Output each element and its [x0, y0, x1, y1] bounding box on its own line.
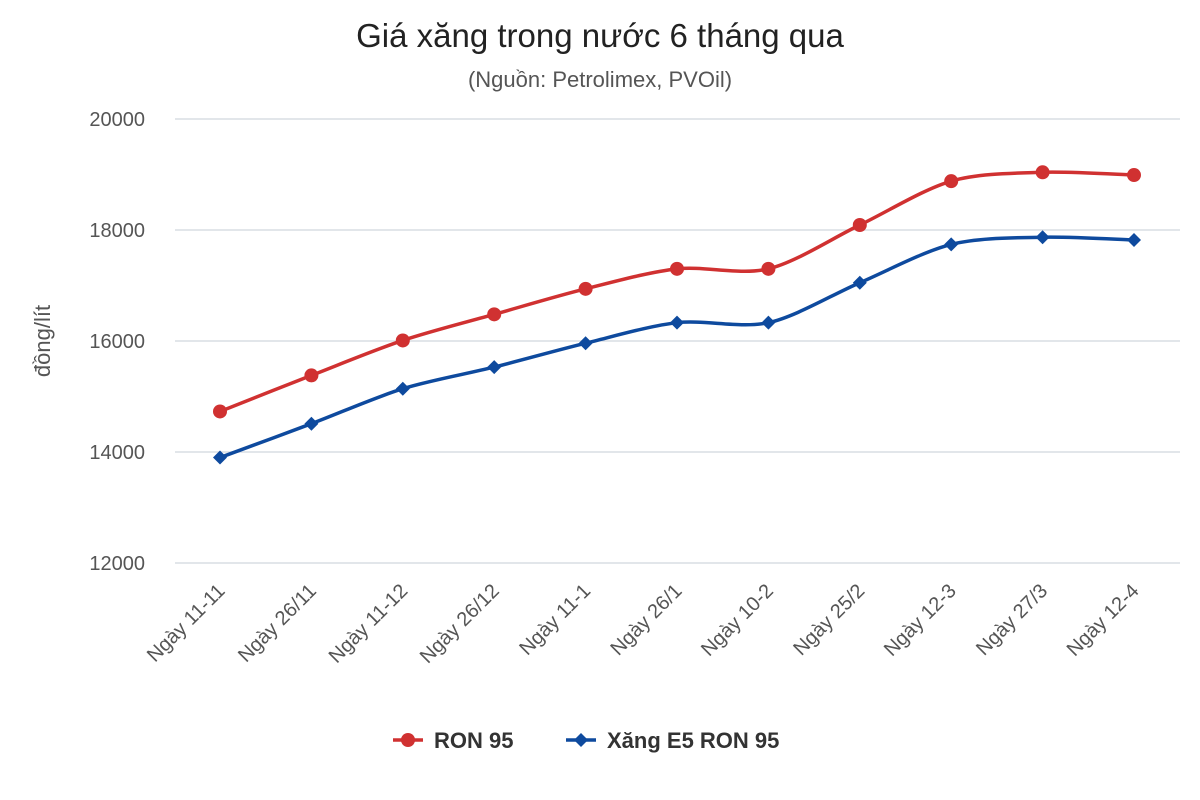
- data-point[interactable]: [213, 404, 227, 419]
- data-point[interactable]: [852, 218, 867, 233]
- data-point[interactable]: [304, 368, 319, 383]
- legend-item[interactable]: RON 95: [393, 728, 513, 753]
- y-axis-label: đồng/lít: [30, 305, 55, 377]
- data-point[interactable]: [852, 275, 867, 290]
- x-tick-label: Ngày 12-3: [880, 580, 961, 661]
- data-point[interactable]: [761, 261, 776, 276]
- gridlines: [175, 118, 1180, 564]
- x-tick-label: Ngày 25/2: [789, 580, 869, 660]
- y-tick-label: 18000: [89, 220, 145, 242]
- chart-title: Giá xăng trong nước 6 tháng qua: [356, 17, 844, 54]
- legend-item[interactable]: Xăng E5 RON 95: [566, 728, 779, 753]
- x-tick-label: Ngày 26/1: [607, 580, 687, 660]
- data-point[interactable]: [670, 315, 684, 330]
- y-tick-label: 20000: [89, 109, 145, 131]
- data-point[interactable]: [1035, 165, 1050, 180]
- legend[interactable]: RON 95 Xăng E5 RON 95: [393, 728, 779, 753]
- data-point[interactable]: [487, 360, 502, 375]
- y-axis-ticks: 12000 14000 16000 18000 20000: [89, 109, 145, 575]
- data-point[interactable]: [761, 315, 776, 330]
- legend-marker[interactable]: [401, 733, 415, 747]
- data-point[interactable]: [395, 333, 410, 348]
- data-point[interactable]: [395, 381, 410, 396]
- series-line: [219, 170, 1135, 414]
- data-point[interactable]: [213, 450, 227, 465]
- data-point[interactable]: [1127, 232, 1141, 247]
- data-point[interactable]: [944, 174, 959, 189]
- data-point[interactable]: [1035, 230, 1050, 245]
- legend-label: Xăng E5 RON 95: [607, 728, 779, 753]
- chart-subtitle: (Nguồn: Petrolimex, PVOil): [468, 67, 732, 92]
- y-tick-label: 14000: [89, 442, 145, 464]
- legend-marker[interactable]: [574, 733, 588, 747]
- x-tick-label: Ngày 27/3: [972, 580, 1052, 660]
- series-2: [213, 230, 1141, 465]
- x-tick-label: Ngày 12-4: [1063, 580, 1144, 661]
- data-point[interactable]: [578, 281, 593, 296]
- x-tick-label: Ngày 11-11: [143, 580, 230, 667]
- data-point[interactable]: [670, 261, 684, 276]
- data-point[interactable]: [578, 336, 593, 351]
- x-tick-label: Ngày 26/12: [416, 580, 504, 668]
- data-point[interactable]: [1127, 168, 1141, 183]
- y-tick-label: 16000: [89, 331, 145, 353]
- x-axis-ticks: Ngày 11-11 Ngày 26/11 Ngày 11-12 Ngày 26/12…: [143, 580, 1144, 668]
- data-point[interactable]: [487, 307, 502, 322]
- legend-label: RON 95: [434, 728, 513, 753]
- series-layer: [213, 165, 1141, 465]
- data-point[interactable]: [304, 416, 319, 431]
- x-tick-label: Ngày 11-1: [515, 580, 595, 660]
- y-tick-label: 12000: [89, 553, 145, 575]
- x-tick-label: Ngày 10-2: [697, 580, 778, 661]
- series-1: [213, 165, 1141, 419]
- data-point[interactable]: [944, 237, 959, 252]
- x-tick-label: Ngày 26/11: [234, 580, 321, 667]
- x-tick-label: Ngày 11-12: [325, 580, 413, 668]
